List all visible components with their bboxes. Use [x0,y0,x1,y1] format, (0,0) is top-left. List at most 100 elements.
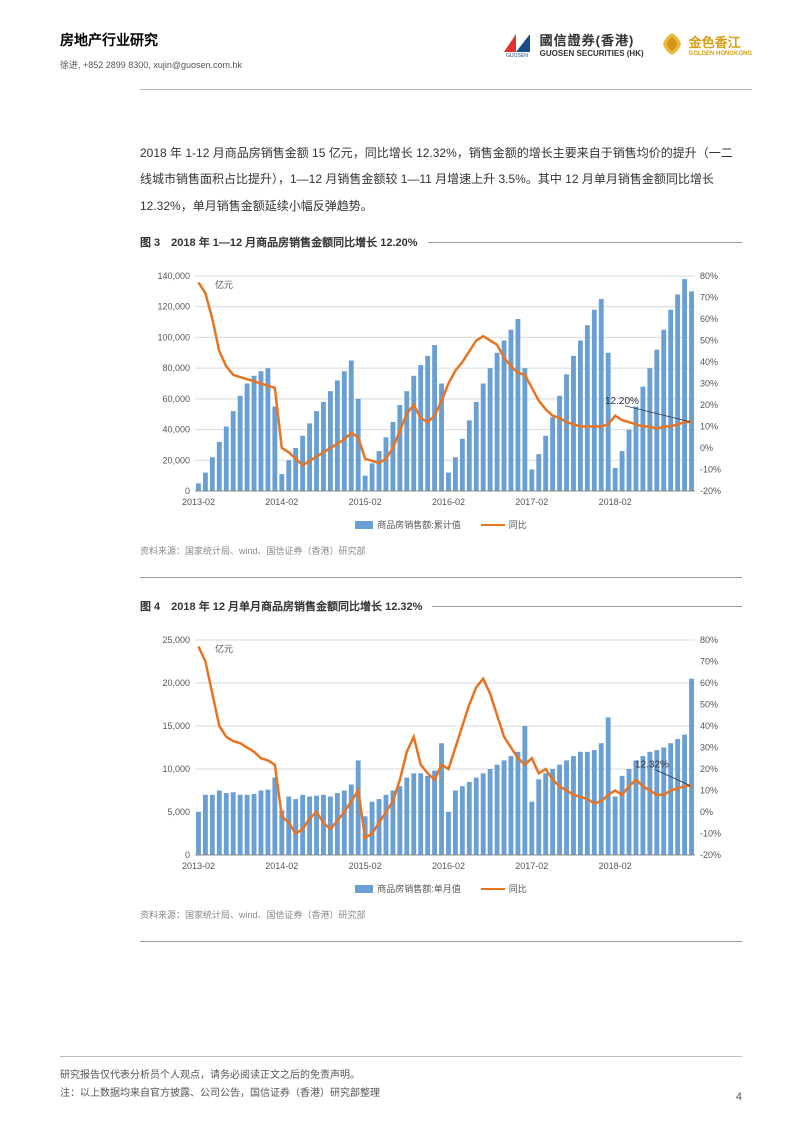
fig4-title-bar: 图 4 2018 年 12 月单月商品房销售金额同比增长 12.32% [140,598,742,614]
page-number: 4 [736,1091,742,1103]
guosen-cn: 國信證券(香港) [540,30,644,49]
content-area: 2018 年 1-12 月商品房销售金额 15 亿元，同比增长 12.32%，销… [0,90,802,942]
svg-text:50%: 50% [700,336,718,346]
svg-text:2013-02: 2013-02 [182,497,215,507]
legend-line-color-icon [481,524,505,526]
golden-text: 金色香江 GOLDEN HONGKONG [689,32,752,57]
svg-text:120,000: 120,000 [157,302,190,312]
svg-text:2013-02: 2013-02 [182,861,215,871]
dept-title: 房地产行业研究 [60,30,242,50]
svg-text:10%: 10% [700,786,718,796]
fig4-legend-bar-label: 商品房销售额:单月值 [377,882,461,895]
svg-text:0%: 0% [700,807,713,817]
fig3-title-bar: 图 3 2018 年 1—12 月商品房销售金额同比增长 12.20% [140,234,742,250]
fig3-source-row: 资料来源：国家统计局、wind、国信证券（香港）研究部 [140,544,742,557]
golden-logo: 金色香江 GOLDEN HONGKONG [659,31,752,57]
golden-cn: 金色香江 [689,32,752,51]
svg-text:30%: 30% [700,743,718,753]
footer-line2: 注：以上数据均来自官方披露、公司公告，国信证券（香港）研究部整理 [60,1085,742,1103]
header-left: 房地产行业研究 徐进, +852 2899 8300, xujin@guosen… [60,30,242,71]
svg-text:60%: 60% [700,314,718,324]
footer-divider [60,1056,742,1057]
svg-text:20%: 20% [700,764,718,774]
svg-text:5,000: 5,000 [167,807,190,817]
golden-en: GOLDEN HONGKONG [689,51,752,57]
guosen-logo: GUOSEN 國信證券(香港) GUOSEN SECURITIES (HK) [500,30,644,58]
svg-text:12.20%: 12.20% [605,396,639,407]
legend-bar-color-icon [355,885,373,893]
svg-text:10%: 10% [700,422,718,432]
svg-text:0: 0 [185,850,190,860]
fig3-legend-bar: 商品房销售额:累计值 [355,518,461,531]
fig4-bottom-rule [140,941,742,942]
legend-bar-color-icon [355,521,373,529]
svg-text:2017-02: 2017-02 [515,861,548,871]
fig4-source-row: 资料来源：国家统计局、wind、国信证券（香港）研究部 [140,908,742,921]
guosen-text: 國信證券(香港) GUOSEN SECURITIES (HK) [540,30,644,58]
svg-text:2018-02: 2018-02 [599,497,632,507]
fig3-chart: 020,00040,00060,00080,000100,000120,0001… [140,256,742,536]
svg-text:50%: 50% [700,700,718,710]
svg-text:40,000: 40,000 [162,425,190,435]
contact-info: 徐进, +852 2899 8300, xujin@guosen.com.hk [60,58,242,71]
svg-text:-10%: -10% [700,465,721,475]
svg-text:140,000: 140,000 [157,271,190,281]
fig3-bottom-rule [140,577,742,578]
fig3-source: 资料来源：国家统计局、wind、国信证券（香港）研究部 [140,544,366,557]
svg-text:2016-02: 2016-02 [432,497,465,507]
fig3-legend-line: 同比 [481,518,527,531]
svg-text:2015-02: 2015-02 [349,861,382,871]
svg-text:70%: 70% [700,657,718,667]
fig4-legend-line-label: 同比 [509,882,527,895]
svg-text:20,000: 20,000 [162,455,190,465]
svg-text:2017-02: 2017-02 [515,497,548,507]
fig4-svg: 0 5,000 10,000 15,000 20,000 25,000 -20% -10% 0%… [145,630,735,880]
fig4-legend-bar: 商品房销售额:单月值 [355,882,461,895]
fig4-source: 资料来源：国家统计局、wind、国信证券（香港）研究部 [140,908,366,921]
svg-text:2018-02: 2018-02 [599,861,632,871]
fig4-legend-line: 同比 [481,882,527,895]
page-header: 房地产行业研究 徐进, +852 2899 8300, xujin@guosen… [0,0,802,81]
golden-icon [659,31,685,57]
svg-text:40%: 40% [700,721,718,731]
footer-line1: 研究报告仅代表分析员个人观点，请务必阅读正文之后的免责声明。 [60,1067,742,1085]
svg-text:20%: 20% [700,400,718,410]
svg-text:10,000: 10,000 [162,764,190,774]
svg-text:15,000: 15,000 [162,721,190,731]
page-footer: 研究报告仅代表分析员个人观点，请务必阅读正文之后的免责声明。 注：以上数据均来自… [60,1056,742,1103]
svg-text:20,000: 20,000 [162,678,190,688]
fig4-title: 图 4 2018 年 12 月单月商品房销售金额同比增长 12.32% [140,598,422,614]
svg-text:2014-02: 2014-02 [265,497,298,507]
svg-text:60%: 60% [700,678,718,688]
svg-text:-20%: -20% [700,486,721,496]
svg-text:25,000: 25,000 [162,635,190,645]
svg-text:80%: 80% [700,635,718,645]
fig4-chart: 0 5,000 10,000 15,000 20,000 25,000 -20% -10% 0%… [140,620,742,900]
intro-paragraph: 2018 年 1-12 月商品房销售金额 15 亿元，同比增长 12.32%，销… [140,140,742,219]
header-logos: GUOSEN 國信證券(香港) GUOSEN SECURITIES (HK) 金… [500,30,752,58]
guosen-en: GUOSEN SECURITIES (HK) [540,49,644,58]
fig4-title-line [432,606,742,607]
svg-text:80%: 80% [700,271,718,281]
fig3-legend-line-label: 同比 [509,518,527,531]
guosen-icon: GUOSEN [500,30,534,58]
svg-text:100,000: 100,000 [157,333,190,343]
svg-text:12.32%: 12.32% [635,760,669,771]
legend-line-color-icon [481,888,505,890]
fig3-title-line [428,242,742,243]
svg-text:0: 0 [185,486,190,496]
fig3-legend-bar-label: 商品房销售额:累计值 [377,518,461,531]
svg-text:60,000: 60,000 [162,394,190,404]
svg-text:70%: 70% [700,293,718,303]
fig3-svg: 020,00040,00060,00080,000100,000120,0001… [145,266,735,516]
svg-text:2014-02: 2014-02 [265,861,298,871]
svg-text:GUOSEN: GUOSEN [506,53,528,58]
svg-text:亿元: 亿元 [215,643,233,654]
svg-text:-10%: -10% [700,829,721,839]
svg-text:亿元: 亿元 [215,279,233,290]
svg-text:0%: 0% [700,443,713,453]
svg-text:2015-02: 2015-02 [349,497,382,507]
svg-text:-20%: -20% [700,850,721,860]
svg-text:40%: 40% [700,357,718,367]
fig4-legend: 商品房销售额:单月值 同比 [145,882,737,895]
